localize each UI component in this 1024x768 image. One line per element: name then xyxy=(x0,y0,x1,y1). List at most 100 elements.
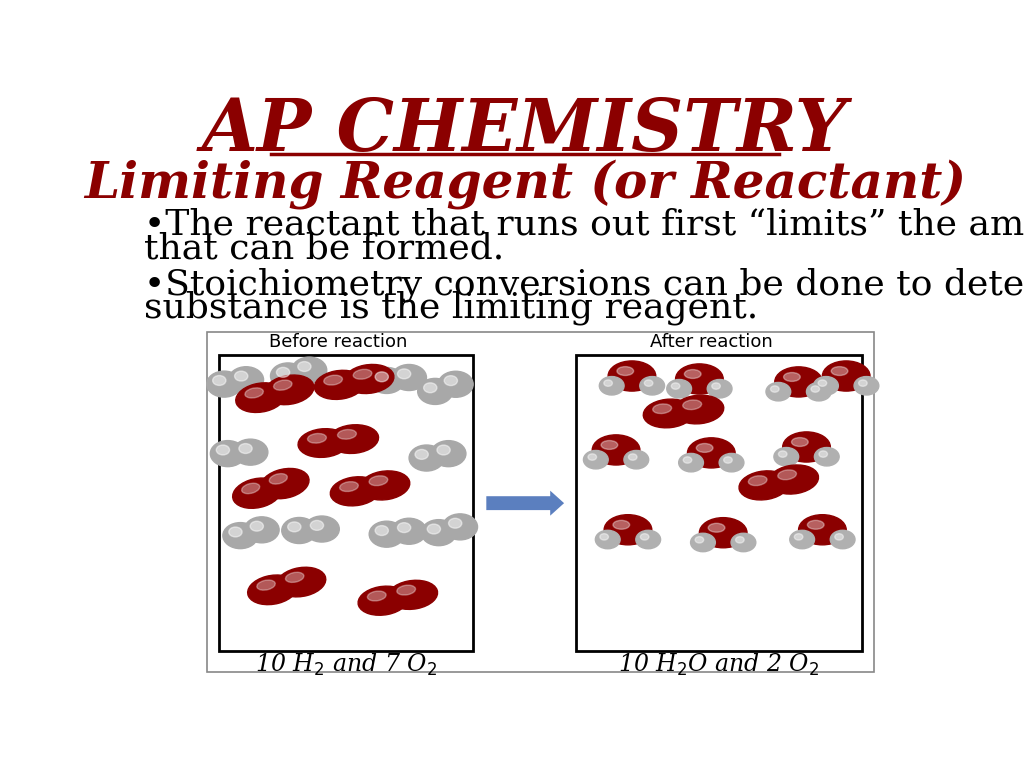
Circle shape xyxy=(640,376,665,395)
Ellipse shape xyxy=(260,468,309,498)
Circle shape xyxy=(624,451,648,469)
Ellipse shape xyxy=(245,388,263,398)
Ellipse shape xyxy=(387,581,437,609)
Ellipse shape xyxy=(792,438,808,446)
Circle shape xyxy=(397,369,411,379)
Ellipse shape xyxy=(608,361,655,391)
Circle shape xyxy=(228,527,242,537)
Circle shape xyxy=(418,379,453,405)
Circle shape xyxy=(239,444,252,453)
Circle shape xyxy=(599,376,624,395)
Ellipse shape xyxy=(778,470,797,480)
Circle shape xyxy=(814,448,839,466)
Circle shape xyxy=(807,382,831,401)
Ellipse shape xyxy=(359,471,410,500)
Text: Before reaction: Before reaction xyxy=(269,333,408,351)
Ellipse shape xyxy=(236,382,286,412)
Ellipse shape xyxy=(324,376,342,385)
Text: Limiting Reagent (or Reactant): Limiting Reagent (or Reactant) xyxy=(84,159,966,209)
Text: AP CHEMISTRY: AP CHEMISTRY xyxy=(202,95,848,166)
Ellipse shape xyxy=(358,586,409,615)
Circle shape xyxy=(766,382,791,401)
Ellipse shape xyxy=(307,433,327,443)
Circle shape xyxy=(636,530,660,549)
Circle shape xyxy=(818,380,826,386)
Circle shape xyxy=(858,380,867,386)
Circle shape xyxy=(391,518,426,545)
Ellipse shape xyxy=(604,515,652,545)
Ellipse shape xyxy=(344,365,394,393)
Circle shape xyxy=(391,365,426,390)
Ellipse shape xyxy=(674,396,724,424)
Circle shape xyxy=(270,363,305,389)
Text: After reaction: After reaction xyxy=(650,333,773,351)
Ellipse shape xyxy=(286,572,304,582)
Ellipse shape xyxy=(232,478,282,508)
Circle shape xyxy=(835,534,844,540)
Circle shape xyxy=(830,530,855,549)
Ellipse shape xyxy=(652,404,672,413)
Ellipse shape xyxy=(369,476,388,485)
Circle shape xyxy=(250,521,263,531)
Circle shape xyxy=(774,448,799,466)
Circle shape xyxy=(584,451,608,469)
Circle shape xyxy=(210,441,246,467)
Circle shape xyxy=(778,451,787,457)
Circle shape xyxy=(370,521,404,548)
Circle shape xyxy=(735,537,744,543)
Circle shape xyxy=(629,454,637,460)
Ellipse shape xyxy=(298,429,348,458)
Circle shape xyxy=(228,367,263,392)
Circle shape xyxy=(415,449,428,459)
Ellipse shape xyxy=(328,425,379,453)
Circle shape xyxy=(731,533,756,551)
Circle shape xyxy=(310,521,324,531)
Circle shape xyxy=(811,386,819,392)
Circle shape xyxy=(595,530,621,549)
Circle shape xyxy=(695,537,703,543)
Circle shape xyxy=(438,371,473,397)
Circle shape xyxy=(442,514,477,540)
Ellipse shape xyxy=(739,471,790,500)
Circle shape xyxy=(449,518,462,528)
FancyBboxPatch shape xyxy=(207,332,873,672)
Ellipse shape xyxy=(613,521,630,529)
Circle shape xyxy=(790,530,814,549)
Circle shape xyxy=(244,517,280,543)
Ellipse shape xyxy=(696,443,713,452)
Circle shape xyxy=(724,457,732,463)
Circle shape xyxy=(644,380,653,386)
Ellipse shape xyxy=(831,366,848,376)
Ellipse shape xyxy=(687,438,735,468)
Ellipse shape xyxy=(709,523,725,532)
Ellipse shape xyxy=(684,369,701,379)
Circle shape xyxy=(600,534,608,540)
Circle shape xyxy=(431,441,466,467)
Circle shape xyxy=(708,379,732,398)
Circle shape xyxy=(854,376,879,395)
Ellipse shape xyxy=(601,441,617,449)
Circle shape xyxy=(282,518,316,544)
Circle shape xyxy=(370,367,404,393)
Ellipse shape xyxy=(397,585,416,595)
Ellipse shape xyxy=(822,361,870,391)
Circle shape xyxy=(444,376,458,386)
Text: substance is the limiting reagent.: substance is the limiting reagent. xyxy=(143,291,758,326)
Circle shape xyxy=(719,453,743,472)
Circle shape xyxy=(298,362,311,372)
Circle shape xyxy=(679,453,703,472)
Ellipse shape xyxy=(592,435,640,465)
Circle shape xyxy=(690,533,716,551)
Ellipse shape xyxy=(353,369,372,379)
Circle shape xyxy=(604,380,612,386)
Ellipse shape xyxy=(782,432,830,462)
Ellipse shape xyxy=(248,575,297,604)
Ellipse shape xyxy=(257,580,275,590)
Ellipse shape xyxy=(683,400,701,409)
Circle shape xyxy=(427,524,440,534)
Ellipse shape xyxy=(276,568,326,597)
Circle shape xyxy=(424,382,437,392)
Ellipse shape xyxy=(783,372,801,382)
Circle shape xyxy=(409,445,444,471)
Ellipse shape xyxy=(807,521,824,529)
